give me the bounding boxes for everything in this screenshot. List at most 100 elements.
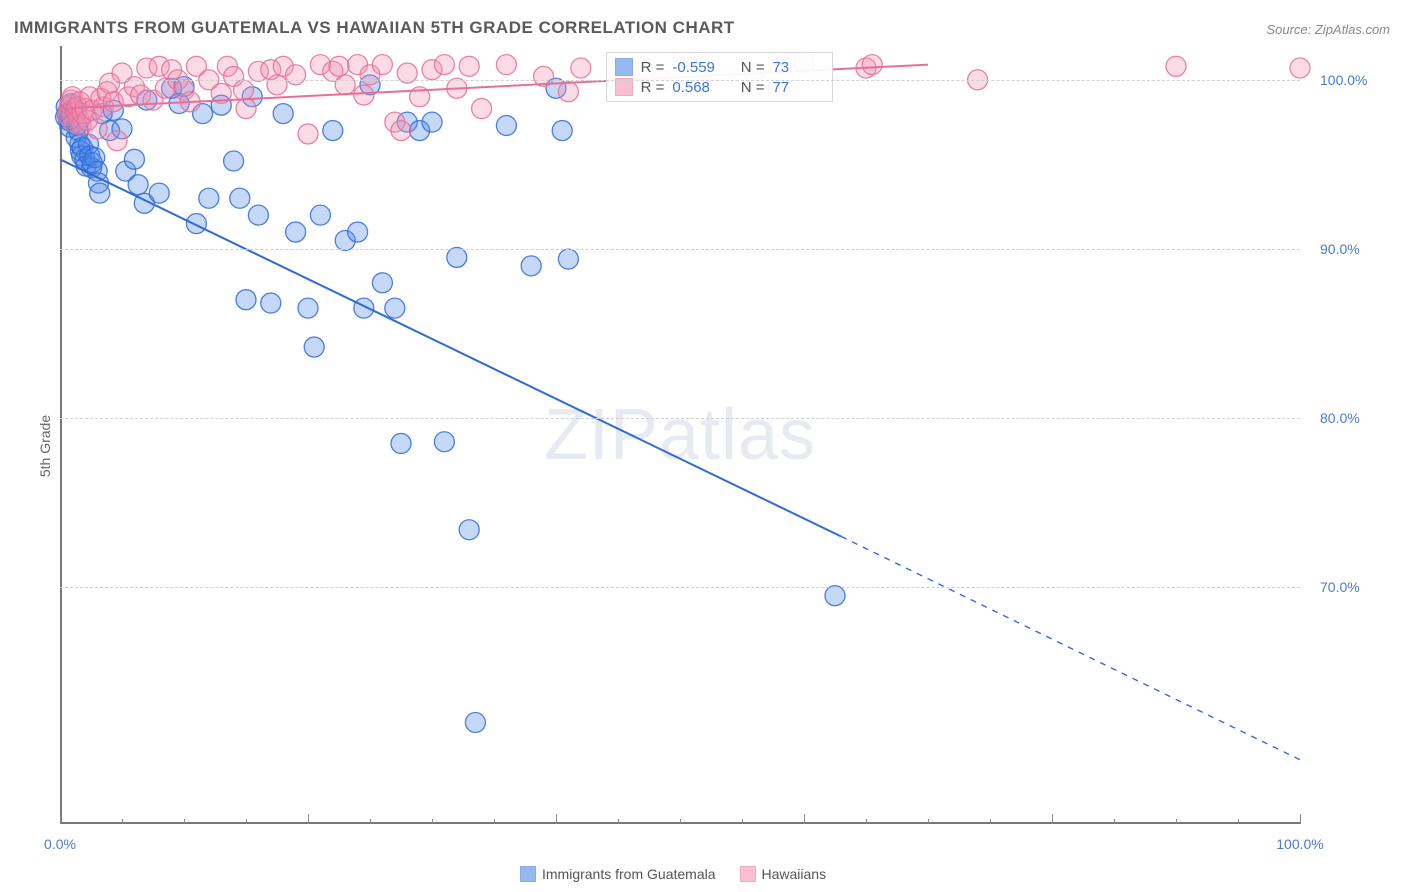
x-tick [742,819,743,824]
x-tick [866,819,867,824]
data-point-hawaiians [267,75,287,95]
data-point-hawaiians [234,80,254,100]
x-tick [804,814,805,824]
chart-container: IMMIGRANTS FROM GUATEMALA VS HAWAIIAN 5T… [0,0,1406,892]
swatch-icon [740,866,756,882]
legend-item-hawaiians: Hawaiians [740,866,827,882]
x-tick [680,819,681,824]
x-tick [432,819,433,824]
data-point-guatemala [465,713,485,733]
data-point-guatemala [385,298,405,318]
plot-svg [60,46,1300,824]
data-point-hawaiians [329,56,349,76]
data-point-guatemala [230,188,250,208]
data-point-hawaiians [107,131,127,151]
data-point-guatemala [552,121,572,141]
data-point-guatemala [286,222,306,242]
data-point-hawaiians [372,55,392,75]
trend-line-guatemala [60,159,841,536]
stat-r-value: 0.568 [672,79,724,96]
data-point-hawaiians [434,55,454,75]
data-point-guatemala [422,112,442,132]
legend-item-guatemala: Immigrants from Guatemala [520,866,716,882]
x-tick [990,819,991,824]
data-point-guatemala [124,149,144,169]
data-point-hawaiians [335,75,355,95]
stats-row-guatemala: R = -0.559 N = 73 [615,57,825,77]
x-tick [618,819,619,824]
x-tick [246,819,247,824]
data-point-guatemala [224,151,244,171]
data-point-guatemala [372,273,392,293]
data-point-guatemala [199,188,219,208]
data-point-guatemala [521,256,541,276]
stat-n-label: N = [732,79,764,96]
y-tick-label: 100.0% [1320,72,1380,88]
data-point-hawaiians [558,82,578,102]
data-point-hawaiians [391,121,411,141]
x-tick [60,814,61,824]
y-tick-label: 80.0% [1320,410,1380,426]
x-tick [308,814,309,824]
data-point-hawaiians [472,99,492,119]
swatch-icon [615,58,633,76]
data-point-guatemala [236,290,256,310]
data-point-guatemala [310,205,330,225]
x-tick [122,819,123,824]
x-tick-label: 0.0% [44,836,76,852]
x-tick-label: 100.0% [1276,836,1323,852]
x-tick [1176,819,1177,824]
source-label: Source: ZipAtlas.com [1266,22,1390,37]
x-tick [370,819,371,824]
stat-r-label: R = [641,59,665,76]
data-point-guatemala [261,293,281,313]
data-point-guatemala [391,433,411,453]
correlation-stats-box: R = -0.559 N = 73R = 0.568 N = 77 [606,52,834,102]
data-point-hawaiians [1166,56,1186,76]
data-point-guatemala [459,520,479,540]
data-point-hawaiians [354,85,374,105]
data-point-hawaiians [459,56,479,76]
gridline [60,249,1300,250]
gridline [60,587,1300,588]
x-tick [1238,819,1239,824]
data-point-guatemala [248,205,268,225]
stat-r-label: R = [641,79,665,96]
gridline [60,80,1300,81]
gridline [60,418,1300,419]
data-point-guatemala [90,183,110,203]
y-axis-label: 5th Grade [37,415,53,477]
trend-line-ext-guatemala [841,536,1300,759]
stat-n-value: 77 [772,79,824,96]
data-point-guatemala [298,298,318,318]
data-point-guatemala [434,432,454,452]
data-point-hawaiians [236,99,256,119]
data-point-hawaiians [1290,58,1310,78]
data-point-hawaiians [298,124,318,144]
x-tick [1052,814,1053,824]
y-tick-label: 70.0% [1320,579,1380,595]
data-point-guatemala [348,222,368,242]
stat-n-value: 73 [772,59,824,76]
x-tick [556,814,557,824]
data-point-guatemala [354,298,374,318]
x-tick [1114,819,1115,824]
x-tick [494,819,495,824]
data-point-hawaiians [496,55,516,75]
y-tick-label: 90.0% [1320,241,1380,257]
legend: Immigrants from Guatemala Hawaiians [520,866,826,882]
data-point-hawaiians [862,55,882,75]
stat-n-label: N = [732,59,764,76]
data-point-guatemala [825,586,845,606]
stat-r-value: -0.559 [672,59,724,76]
data-point-guatemala [149,183,169,203]
x-tick [928,819,929,824]
data-point-hawaiians [571,58,591,78]
data-point-guatemala [447,247,467,267]
swatch-icon [520,866,536,882]
data-point-guatemala [304,337,324,357]
x-tick [1300,814,1301,824]
plot-area: ZIPatlas R = -0.559 N = 73R = 0.568 N = … [60,46,1300,824]
data-point-guatemala [558,249,578,269]
legend-label: Hawaiians [762,866,827,882]
